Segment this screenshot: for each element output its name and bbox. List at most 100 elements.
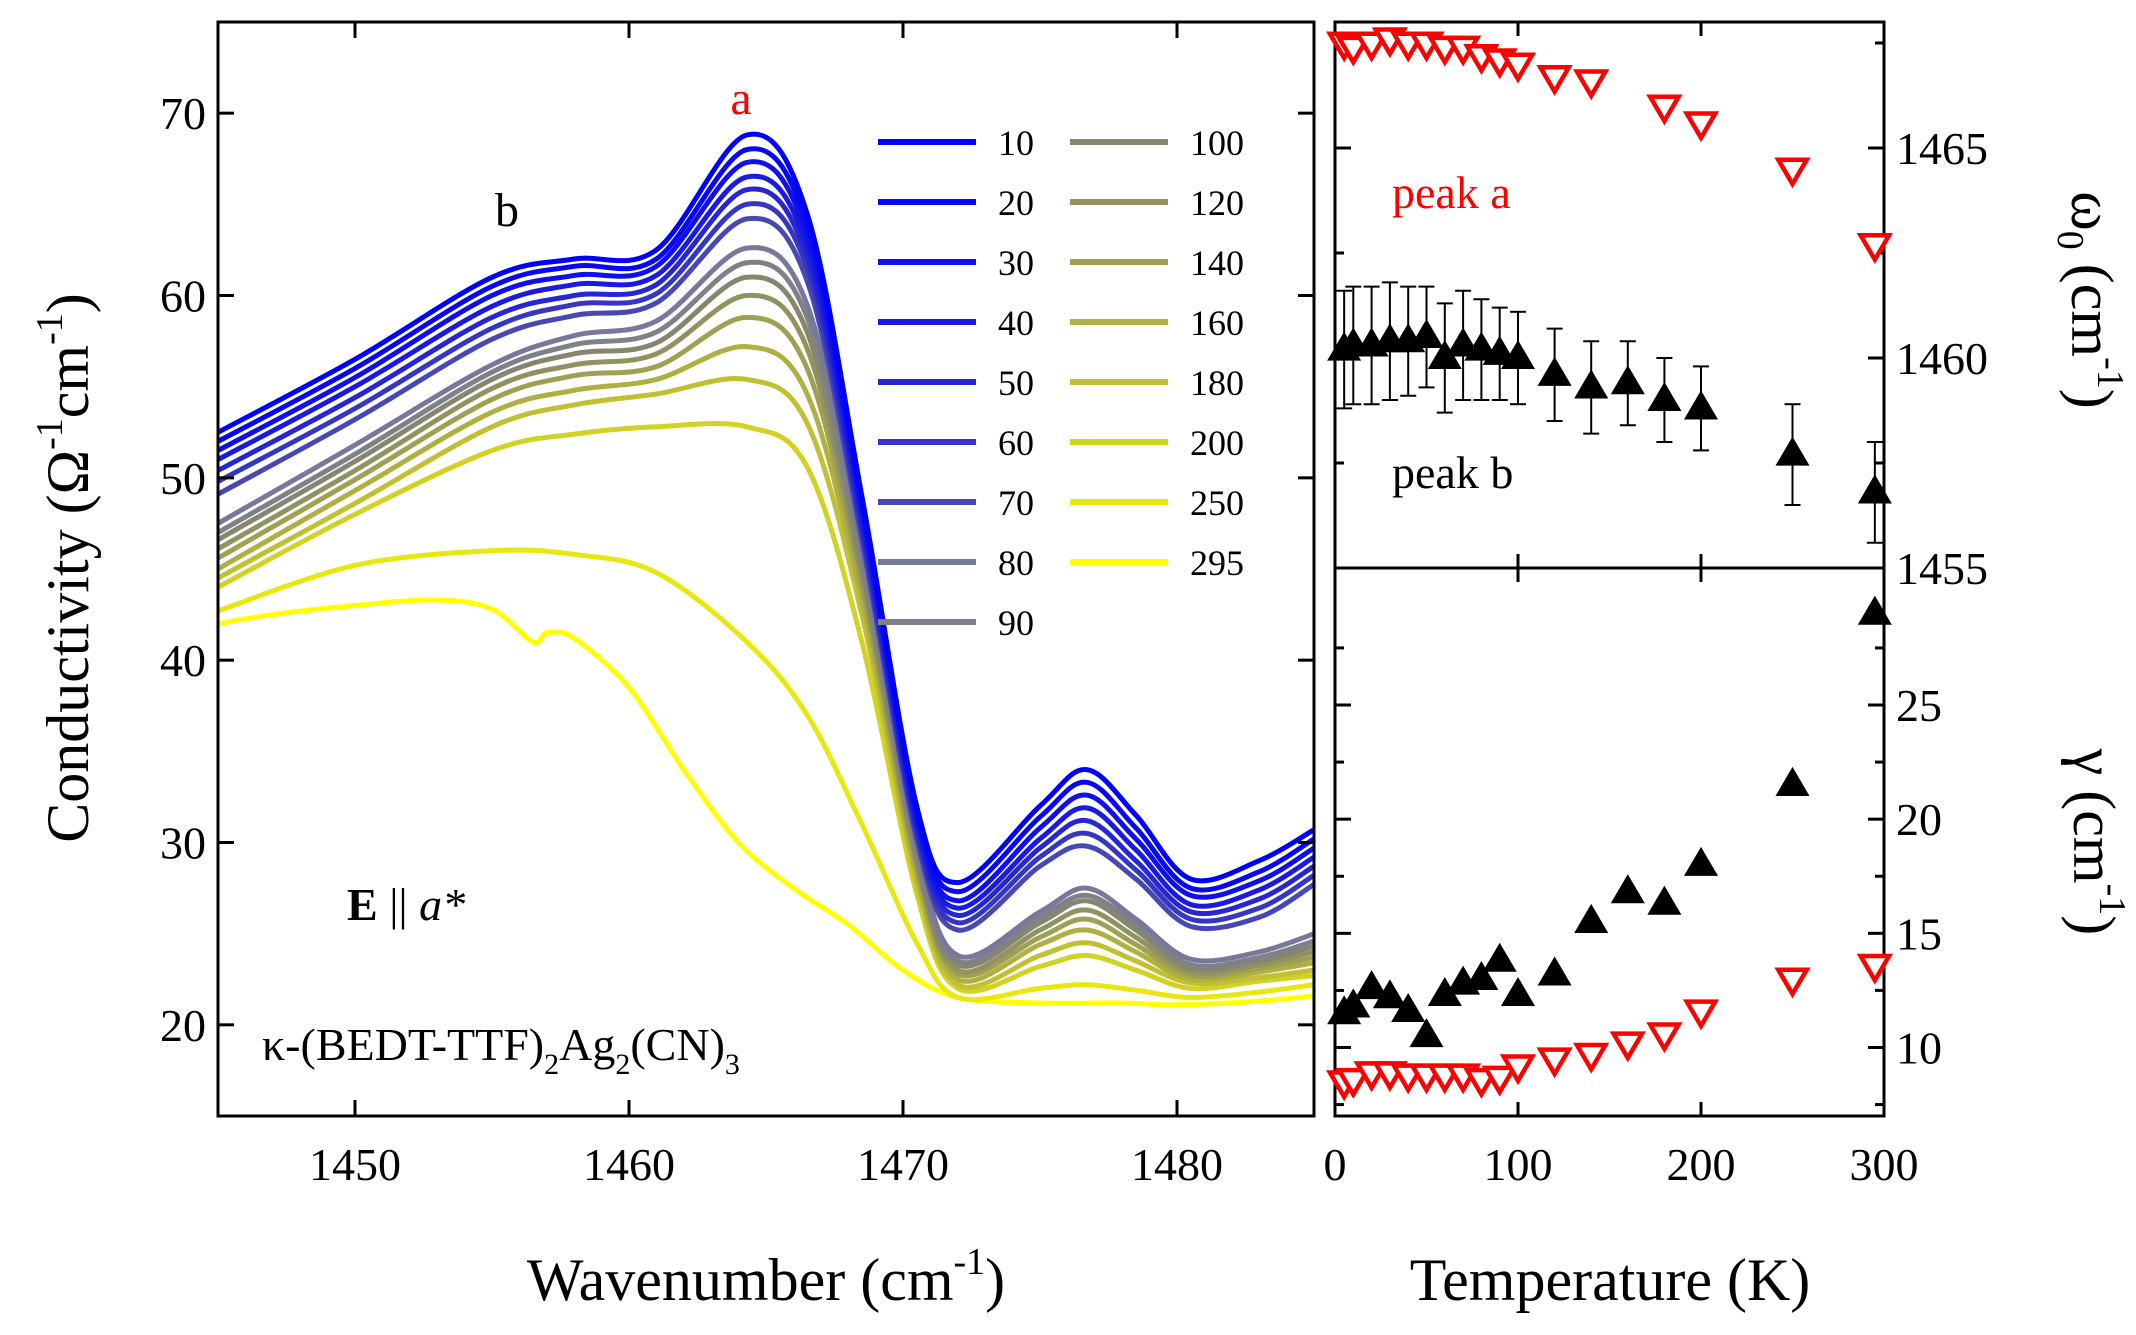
omega-point-peak-a (1499, 52, 1537, 84)
omega-point-peak-a (1774, 157, 1811, 189)
omega-close: ) (2059, 389, 2125, 409)
gamma-series-peak-b (1327, 595, 1892, 1048)
x-title-sup: -1 (954, 1241, 986, 1283)
y-tick-label-60: 60 (160, 271, 206, 322)
spectrum-line-10k (218, 131, 1314, 886)
y-title-mid: cm (35, 345, 101, 418)
temperature-axis-title: Temperature (K) (1410, 1247, 1811, 1313)
gamma-point-peak-b (1574, 903, 1609, 933)
x-title-main: Wavenumber (cm (527, 1247, 954, 1313)
gamma-y-tick-label-25: 25 (1896, 680, 1942, 731)
gamma-point-peak-a (1646, 1022, 1683, 1054)
omega-point-peak-b (1683, 390, 1719, 420)
gamma-series-peak-a (1325, 953, 1894, 1102)
omega-y-tick-label-1465: 1465 (1896, 123, 1988, 174)
peak-b-series-label: peak b (1392, 447, 1513, 498)
gamma-point-peak-b (1464, 961, 1499, 991)
y-tick-label-50: 50 (160, 453, 206, 504)
gamma-point-peak-b (1610, 874, 1645, 904)
damping-points (1325, 595, 1894, 1102)
omega-main: ω (2059, 191, 2125, 231)
y-title-close: ) (35, 293, 101, 313)
gamma-y-tick-label-20: 20 (1896, 794, 1942, 845)
omega-unit: (cm (2059, 264, 2125, 357)
temperature-x-tick-label-0: 0 (1324, 1139, 1347, 1190)
gamma-point-peak-b (1336, 988, 1371, 1018)
legend-label-250k: 250 (1190, 483, 1244, 523)
omega-point-peak-b (1857, 474, 1892, 504)
spectra-curves (218, 131, 1314, 1008)
compound-sub-3: 3 (725, 1048, 740, 1081)
omega-point-peak-a (1856, 233, 1894, 265)
spectra-panel: 1450 1460 1470 1480 20 30 40 50 60 70 10 20 30 40 50 6… (29, 20, 1316, 1313)
gamma-point-peak-a (1573, 1042, 1610, 1074)
y-tick-label-40: 40 (160, 635, 206, 686)
omega-point-peak-a (1682, 111, 1720, 143)
gamma-point-peak-a (1856, 953, 1894, 985)
omega-point-peak-a (1646, 94, 1683, 126)
legend-label-80k: 80 (998, 543, 1034, 583)
gamma-point-peak-b (1857, 595, 1892, 625)
gamma-axis-title: γ (cm-1) (2061, 748, 2133, 935)
peak-position-ticks: 1455 1460 1465 (1333, 22, 1988, 594)
omega-point-peak-a (1536, 65, 1573, 97)
spectrum-line-295k (218, 597, 1314, 1008)
gamma-point-peak-b (1647, 885, 1682, 915)
spectrum-line-160k (218, 344, 1314, 984)
gamma-point-peak-b (1500, 976, 1536, 1007)
omega-point-peak-b (1647, 382, 1682, 412)
gamma-main: γ (cm (2061, 748, 2127, 884)
gamma-y-tick-label-10: 10 (1896, 1023, 1942, 1074)
legend-label-90k: 90 (998, 603, 1034, 643)
compound-main: κ-(BEDT-TTF) (262, 1019, 544, 1070)
omega-sup: -1 (2089, 357, 2131, 389)
peak-a-label: a (730, 72, 751, 125)
spectrum-line-180k (218, 376, 1314, 990)
gamma-point-peak-a (1536, 1047, 1573, 1079)
gamma-point-peak-a (1499, 1054, 1537, 1086)
temperature-x-tick-label-200: 200 (1667, 1139, 1736, 1190)
y-tick-label-70: 70 (160, 88, 206, 139)
omega-point-peak-a (1353, 31, 1390, 63)
omega-point-peak-b (1537, 356, 1572, 386)
x-tick-label-1470: 1470 (857, 1139, 949, 1190)
spectrum-line-70k (218, 215, 1314, 933)
y-title-sup1: -1 (29, 418, 71, 450)
field-bold: E (347, 879, 378, 930)
spectra-ticks: 1450 1460 1470 1480 20 30 40 50 60 70 (160, 22, 1314, 1190)
omega-series-peak-b (1327, 281, 1892, 544)
gamma-point-peak-b (1482, 942, 1517, 972)
temperature-x-tick-label-300: 300 (1850, 1139, 1919, 1190)
spectra-curve-group (218, 131, 1314, 1008)
compound-cn: (CN) (630, 1019, 725, 1070)
y-title-main: Conductivity (Ω (35, 450, 101, 843)
legend-label-10k: 10 (998, 123, 1034, 163)
compound-label: κ-(BEDT-TTF)2Ag2(CN)3 (262, 1019, 740, 1081)
legend-label-20k: 20 (998, 183, 1034, 223)
omega-point-peak-b (1409, 319, 1444, 349)
gamma-point-peak-b (1409, 1018, 1444, 1048)
omega-y-tick-label-1455: 1455 (1896, 543, 1988, 594)
omega-point-peak-b (1610, 365, 1645, 395)
field-axis: a* (419, 879, 465, 930)
omega-sub: 0 (2049, 231, 2091, 250)
gamma-point-peak-b (1537, 956, 1572, 986)
omega-series-peak-a (1325, 27, 1894, 265)
legend-label-180k: 180 (1190, 363, 1244, 403)
spectrum-line-40k (218, 173, 1314, 911)
omega-y-tick-label-1460: 1460 (1896, 333, 1988, 384)
gamma-point-peak-b (1354, 970, 1389, 1000)
legend-label-70k: 70 (998, 483, 1034, 523)
legend-label-295k: 295 (1190, 543, 1244, 583)
spectrum-line-30k (218, 159, 1314, 904)
gamma-point-peak-a (1774, 967, 1811, 999)
y-title-sup2: -1 (29, 313, 71, 345)
gamma-plot-frame (1333, 566, 1886, 1118)
spectra-legend: 10 20 30 40 50 60 70 80 90 100 120 140 160 180 200 250 2… (878, 123, 1244, 643)
omega-axis-title: ω0 (cm-1) (2049, 191, 2131, 408)
legend-label-30k: 30 (998, 243, 1034, 283)
legend-label-160k: 160 (1190, 303, 1244, 343)
spectra-x-axis-title: Wavenumber (cm-1) (527, 1241, 1005, 1313)
damping-panel: 10 15 20 25 0 100 200 300 Temperature (K) γ (cm… (1324, 566, 2133, 1313)
gamma-point-peak-a (1335, 1067, 1372, 1099)
